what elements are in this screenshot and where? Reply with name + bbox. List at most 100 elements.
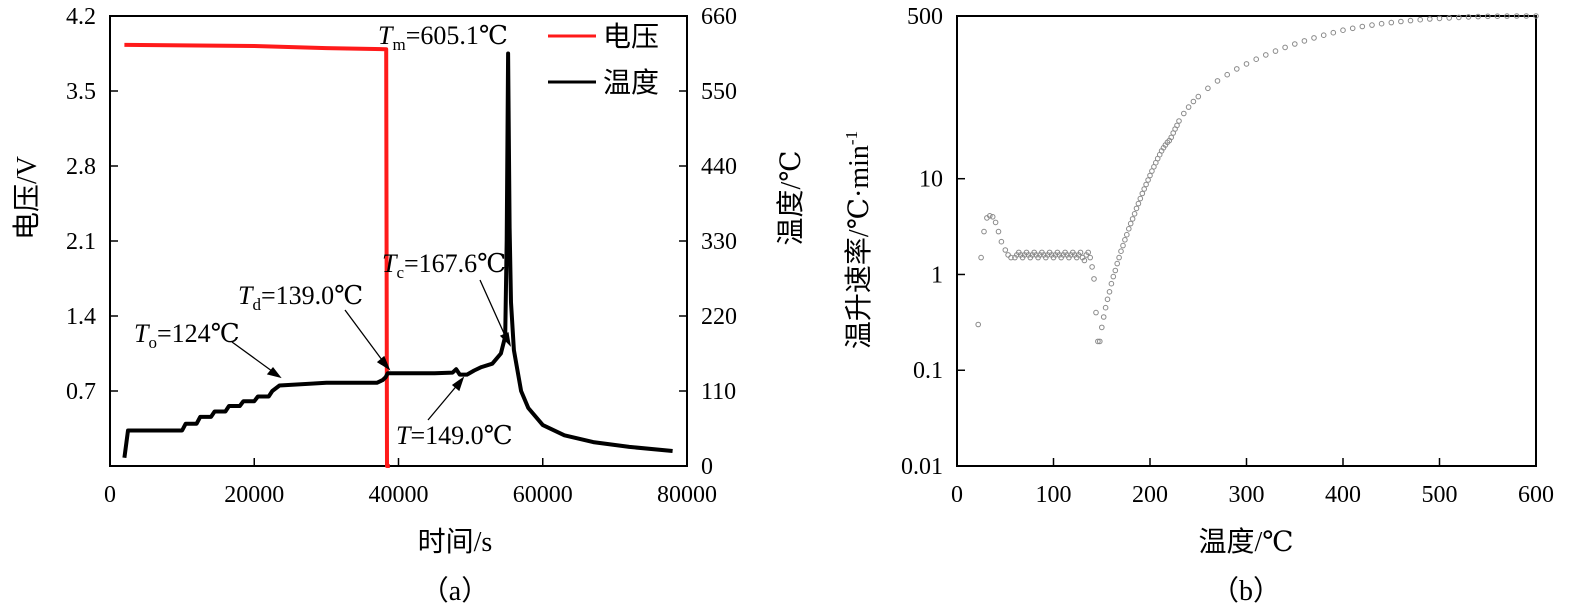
- annotation-tc: Tc=167.6℃: [382, 249, 506, 282]
- panel-a: 0 20000 40000 60000 80000 0.7 1.4 2.1 2.8 3.5 4.2…: [11, 4, 807, 607]
- scatter-point: [1149, 168, 1155, 174]
- arrow-to: [231, 341, 277, 375]
- scatter-point: [998, 238, 1005, 245]
- legend-label-temperature: 温度: [603, 67, 659, 99]
- scatter-point: [1513, 13, 1520, 19]
- scatter-point: [1143, 181, 1149, 188]
- scatter-point: [987, 213, 993, 219]
- scatter-point: [1168, 134, 1174, 141]
- scatter-point: [1485, 13, 1491, 20]
- b-x-tick-label: 0: [951, 482, 963, 508]
- scatter-point: [1108, 280, 1115, 287]
- a-right-y-tick-label: 110: [701, 379, 736, 405]
- scatter-point: [989, 214, 996, 220]
- scatter-point: [1085, 249, 1091, 256]
- a-left-y-tick-label: 2.1: [66, 229, 96, 255]
- scatter-point: [1494, 13, 1501, 20]
- plot-a-legend: 电压 温度: [548, 21, 659, 99]
- plot-b-frame: [956, 15, 1537, 467]
- scatter-point: [1137, 195, 1144, 202]
- scatter-point: [1234, 66, 1240, 72]
- scatter-point: [1129, 216, 1136, 222]
- scatter-point: [1359, 23, 1366, 30]
- scatter-point: [1205, 85, 1211, 92]
- scatter-point: [1330, 29, 1337, 36]
- b-x-tick-label: 500: [1422, 482, 1458, 508]
- scatter-point: [1533, 13, 1539, 19]
- scatter-point: [1118, 248, 1124, 254]
- panel-b-label: （b）: [1211, 575, 1281, 607]
- scatter-point: [1091, 276, 1097, 282]
- b-x-tick-label: 400: [1325, 482, 1361, 508]
- scatter-point: [981, 228, 987, 235]
- scatter-point: [1301, 38, 1308, 44]
- scatter-point: [1087, 254, 1093, 261]
- b-y-tick-label: 500: [907, 4, 943, 30]
- scatter-point: [1099, 324, 1105, 331]
- scatter-point: [1110, 273, 1117, 280]
- scatter-point: [1195, 93, 1202, 100]
- scatter-point: [1005, 252, 1011, 258]
- scatter-point: [1124, 231, 1130, 238]
- scatter-point: [1311, 35, 1317, 41]
- b-x-tick-label: 100: [1036, 482, 1072, 508]
- plot-a-right-y-label: 温度/℃: [775, 150, 807, 245]
- a-right-y-tick-label: 440: [701, 154, 737, 180]
- scatter-point: [1120, 242, 1126, 249]
- scatter-point: [1388, 19, 1395, 26]
- plot-a-series: [122, 42, 673, 468]
- a-left-y-tick-label: 4.2: [66, 4, 96, 30]
- plot-a-x-ticks: 0 20000 40000 60000 80000: [104, 458, 717, 508]
- scatter-point: [1145, 177, 1151, 183]
- a-x-tick-label: 60000: [513, 482, 573, 508]
- arrow-to-head: [266, 366, 282, 379]
- scatter-point: [995, 228, 1002, 235]
- scatter-point: [1141, 186, 1147, 192]
- scatter-point: [1122, 237, 1128, 243]
- scatter-point: [1214, 78, 1221, 84]
- scatter-point: [1253, 56, 1259, 63]
- scatter-point: [1224, 71, 1230, 78]
- b-x-tick-label: 300: [1229, 482, 1265, 508]
- scatter-point: [1456, 14, 1462, 21]
- annotation-tm: Tm=605.1℃: [378, 21, 508, 54]
- panel-b: 0 100 200 300 400 500 600 0.01 0.1 1 10 500 温度/℃ 温…: [842, 4, 1554, 607]
- scatter-point: [1523, 13, 1530, 19]
- scatter-point: [1263, 52, 1269, 58]
- scatter-point: [1147, 172, 1153, 179]
- scatter-point: [1340, 27, 1346, 34]
- scatter-point: [1272, 48, 1279, 54]
- scatter-point: [1102, 304, 1109, 311]
- scatter-point: [1185, 104, 1192, 110]
- scatter-point: [1174, 122, 1180, 129]
- a-x-tick-label: 20000: [224, 482, 284, 508]
- scatter-point: [978, 254, 984, 261]
- a-left-y-tick-label: 3.5: [66, 79, 96, 105]
- scatter-point: [1089, 264, 1095, 270]
- arrow-t-head: [451, 376, 465, 392]
- scatter-point: [1135, 200, 1142, 207]
- plot-a-annotation-arrows: [231, 279, 511, 421]
- plot-b-x-ticks: 0 100 200 300 400 500 600: [951, 458, 1554, 508]
- scatter-point: [1398, 18, 1404, 25]
- scatter-point: [1002, 247, 1009, 253]
- scatter-point: [1436, 15, 1443, 22]
- a-right-y-tick-label: 330: [701, 229, 737, 255]
- a-left-y-tick-label: 0.7: [66, 379, 96, 405]
- b-y-tick-label: 1: [931, 262, 943, 288]
- annotation-td: Td=139.0℃: [238, 281, 363, 314]
- scatter-point: [1126, 226, 1132, 232]
- plot-b-y-ticks: 0.01 0.1 1 10 500: [901, 4, 965, 480]
- scatter-point: [1114, 260, 1120, 267]
- series-line-voltage: [124, 42, 390, 468]
- panel-a-label: （a）: [421, 575, 489, 607]
- scatter-point: [1133, 205, 1140, 212]
- scatter-point: [1190, 98, 1197, 105]
- b-x-tick-label: 600: [1518, 482, 1554, 508]
- scatter-point: [1131, 211, 1138, 217]
- scatter-point: [1243, 61, 1250, 67]
- plot-b-y-label: 温升速率/℃·min-1: [842, 131, 875, 349]
- scatter-point: [1176, 118, 1182, 124]
- a-right-y-tick-label: 220: [701, 304, 737, 330]
